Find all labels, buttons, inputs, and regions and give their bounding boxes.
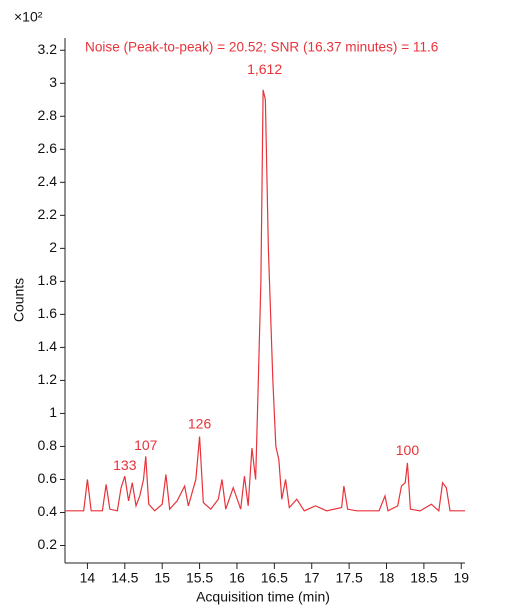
y-multiplier: ×10² bbox=[14, 9, 43, 25]
x-tick-label: 14 bbox=[80, 570, 96, 586]
y-tick-label: 3.2 bbox=[38, 41, 58, 57]
y-tick-label: 0.8 bbox=[38, 437, 58, 453]
peak-label: 133 bbox=[113, 457, 137, 473]
y-tick-label: 0.2 bbox=[38, 536, 58, 552]
y-tick-label: 2.2 bbox=[38, 206, 58, 222]
y-tick-label: 2.4 bbox=[38, 173, 58, 189]
x-tick-label: 16.5 bbox=[261, 570, 288, 586]
peak-label: 126 bbox=[188, 416, 212, 432]
peak-label: 1,612 bbox=[247, 61, 282, 77]
x-tick-label: 18 bbox=[379, 570, 395, 586]
y-tick-label: 1.6 bbox=[38, 305, 58, 321]
peak-label: 107 bbox=[134, 437, 158, 453]
y-tick-label: 1.2 bbox=[38, 371, 58, 387]
y-tick-label: 1.4 bbox=[38, 338, 58, 354]
peak-label: 100 bbox=[396, 442, 420, 458]
y-tick-label: 0.6 bbox=[38, 470, 58, 486]
y-tick-label: 0.4 bbox=[38, 503, 58, 519]
y-tick-label: 2 bbox=[49, 239, 57, 255]
y-tick-label: 2.8 bbox=[38, 107, 58, 123]
x-axis-label: Acquisition time (min) bbox=[196, 589, 330, 605]
x-tick-label: 18.5 bbox=[410, 570, 437, 586]
y-tick-label: 1.8 bbox=[38, 272, 58, 288]
x-tick-label: 15.5 bbox=[186, 570, 213, 586]
y-tick-label: 3 bbox=[49, 74, 57, 90]
y-tick-label: 1 bbox=[49, 404, 57, 420]
x-tick-label: 14.5 bbox=[111, 570, 138, 586]
chromatogram-line bbox=[65, 89, 465, 513]
x-tick-label: 19 bbox=[453, 570, 469, 586]
x-tick-label: 17 bbox=[304, 570, 320, 586]
x-tick-label: 17.5 bbox=[335, 570, 362, 586]
y-tick-label: 2.6 bbox=[38, 140, 58, 156]
y-axis-label: Counts bbox=[11, 278, 27, 322]
annotation-title: Noise (Peak-to-peak) = 20.52; SNR (16.37… bbox=[85, 40, 438, 55]
x-tick-label: 16 bbox=[229, 570, 245, 586]
x-tick-label: 15 bbox=[154, 570, 170, 586]
